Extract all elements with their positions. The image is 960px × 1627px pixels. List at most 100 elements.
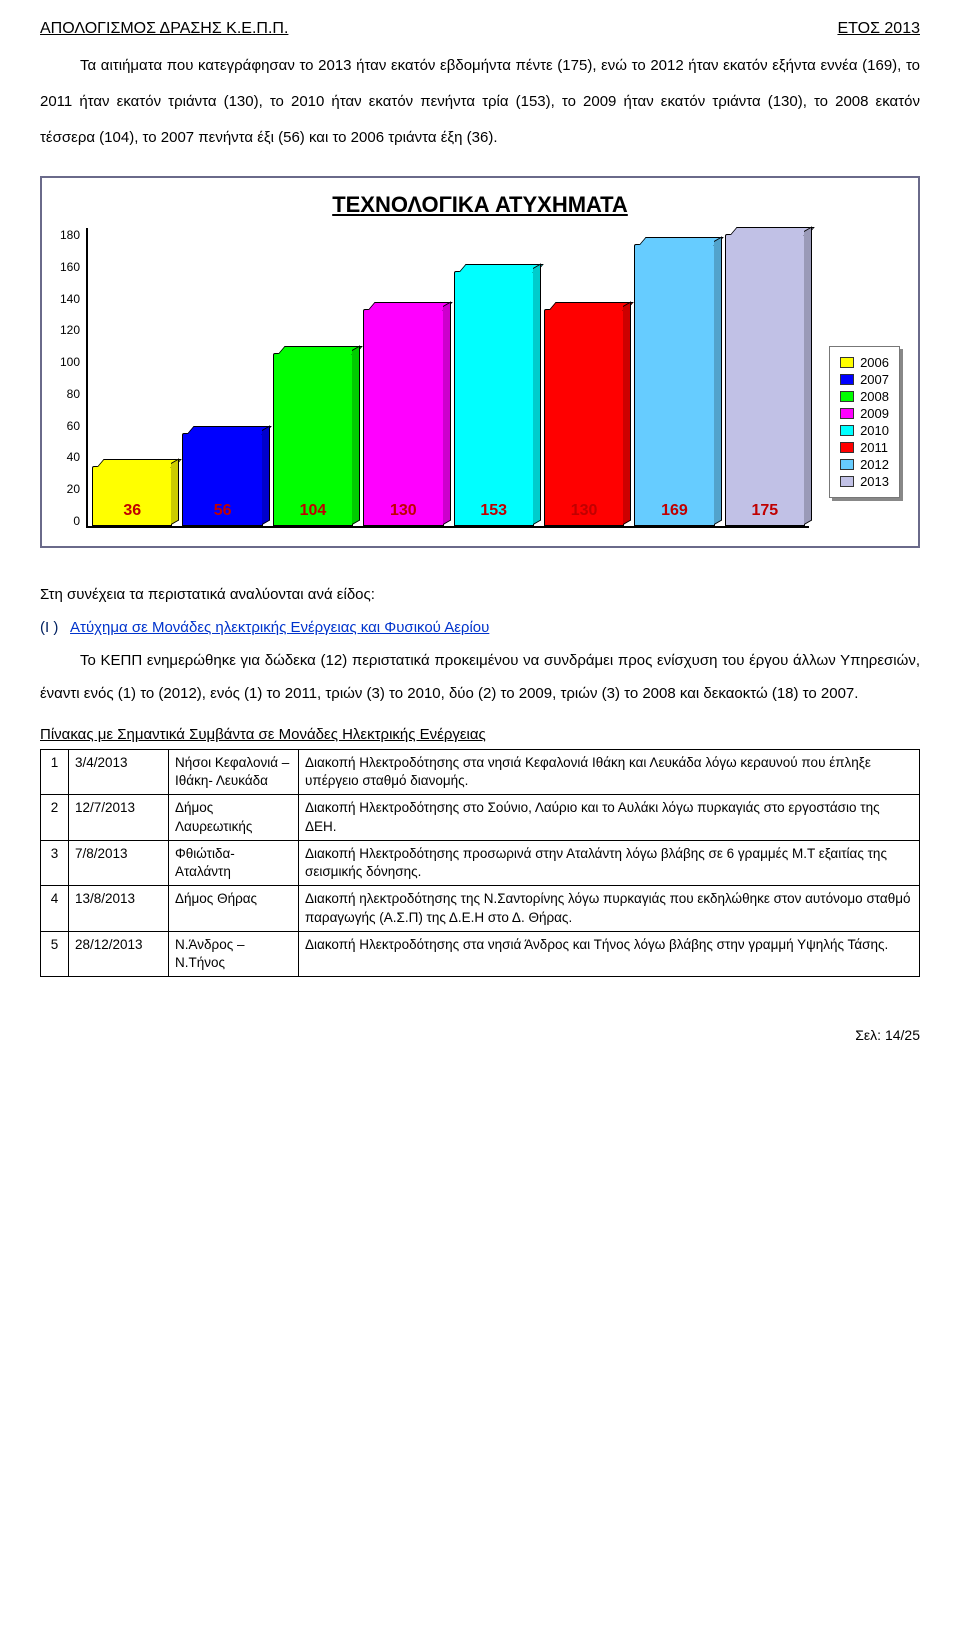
row-index: 4 — [41, 886, 69, 931]
legend-label: 2008 — [860, 389, 889, 404]
legend-swatch — [840, 408, 854, 419]
bar-column: 130 — [363, 309, 443, 526]
row-index: 3 — [41, 840, 69, 885]
row-description: Διακοπή Ηλεκτροδότησης στο Σούνιο, Λαύρι… — [299, 795, 920, 840]
legend-swatch — [840, 476, 854, 487]
legend-label: 2010 — [860, 423, 889, 438]
y-tick: 100 — [60, 355, 80, 369]
y-tick: 120 — [60, 323, 80, 337]
page-header: ΑΠΟΛΟΓΙΣΜΟΣ ΔΡΑΣΗΣ Κ.Ε.Π.Π. ΕΤΟΣ 2013 — [40, 20, 920, 38]
row-index: 2 — [41, 795, 69, 840]
y-tick: 140 — [60, 292, 80, 306]
page-footer: Σελ: 14/25 — [40, 1027, 920, 1043]
bar-column: 130 — [544, 309, 624, 526]
legend-label: 2012 — [860, 457, 889, 472]
legend-label: 2013 — [860, 474, 889, 489]
row-date: 7/8/2013 — [69, 840, 169, 885]
roman-marker: (Ι ) — [40, 619, 58, 636]
legend-swatch — [840, 459, 854, 470]
legend-swatch — [840, 442, 854, 453]
bar-value-label: 175 — [725, 502, 805, 520]
chart-title: ΤΕΧΝΟΛΟΓΙΚΑ ΑΤΥΧΗΜΑΤΑ — [60, 192, 900, 218]
bar-value-label: 130 — [544, 502, 624, 520]
bar — [634, 244, 714, 526]
bar — [273, 353, 353, 526]
bar-column: 169 — [634, 244, 714, 526]
bar-column: 56 — [182, 433, 262, 526]
row-location: Νήσοι Κεφαλονιά – Ιθάκη- Λευκάδα — [169, 750, 299, 795]
y-axis: 180 160 140 120 100 80 60 40 20 0 — [60, 228, 86, 528]
legend-item: 2012 — [840, 457, 889, 472]
row-description: Διακοπή Ηλεκτροδότησης στα νησιά Κεφαλον… — [299, 750, 920, 795]
y-tick: 0 — [73, 514, 80, 528]
bar-column: 36 — [92, 466, 172, 526]
bar — [725, 234, 805, 526]
row-location: Φθιώτιδα- Αταλάντη — [169, 840, 299, 885]
bar-column: 104 — [273, 353, 353, 526]
events-table: 13/4/2013Νήσοι Κεφαλονιά – Ιθάκη- Λευκάδ… — [40, 749, 920, 977]
y-tick: 180 — [60, 228, 80, 242]
legend-item: 2006 — [840, 355, 889, 370]
legend-item: 2011 — [840, 440, 889, 455]
bar-value-label: 56 — [182, 502, 262, 520]
y-tick: 160 — [60, 260, 80, 274]
y-tick: 40 — [67, 450, 80, 464]
legend-item: 2007 — [840, 372, 889, 387]
legend: 2006 2007 2008 2009 2010 2011 2012 2013 — [829, 346, 900, 498]
row-description: Διακοπή ηλεκτροδότησης της Ν.Σαντορίνης … — [299, 886, 920, 931]
chart-container: ΤΕΧΝΟΛΟΓΙΚΑ ΑΤΥΧΗΜΑΤΑ 180 160 140 120 100 80 6… — [40, 176, 920, 548]
bar — [363, 309, 443, 526]
y-tick: 60 — [67, 419, 80, 433]
legend-label: 2007 — [860, 372, 889, 387]
table-row: 13/4/2013Νήσοι Κεφαλονιά – Ιθάκη- Λευκάδ… — [41, 750, 920, 795]
row-date: 13/8/2013 — [69, 886, 169, 931]
table-row: 212/7/2013Δήμος ΛαυρεωτικήςΔιακοπή Ηλεκτ… — [41, 795, 920, 840]
bar — [544, 309, 624, 526]
legend-swatch — [840, 391, 854, 402]
legend-item: 2010 — [840, 423, 889, 438]
table-row: 528/12/2013Ν.Άνδρος – Ν.ΤήνοςΔιακοπή Ηλε… — [41, 931, 920, 976]
legend-item: 2008 — [840, 389, 889, 404]
legend-label: 2006 — [860, 355, 889, 370]
row-date: 12/7/2013 — [69, 795, 169, 840]
bar-column: 153 — [454, 271, 534, 526]
bar-value-label: 130 — [363, 502, 443, 520]
header-right: ΕΤΟΣ 2013 — [837, 20, 920, 38]
table-row: 37/8/2013Φθιώτιδα- ΑταλάντηΔιακοπή Ηλεκτ… — [41, 840, 920, 885]
y-tick: 80 — [67, 387, 80, 401]
legend-item: 2013 — [840, 474, 889, 489]
row-date: 3/4/2013 — [69, 750, 169, 795]
row-location: Δήμος Θήρας — [169, 886, 299, 931]
legend-swatch — [840, 425, 854, 436]
bar-value-label: 153 — [454, 502, 534, 520]
legend-box: 2006 2007 2008 2009 2010 2011 2012 2013 — [829, 346, 900, 498]
after-chart-text: Στη συνέχεια τα περιστατικά αναλύονται α… — [40, 578, 920, 710]
y-tick: 20 — [67, 482, 80, 496]
bar-value-label: 104 — [273, 502, 353, 520]
table-heading: Πίνακας με Σημαντικά Συμβάντα σε Μονάδες… — [40, 726, 920, 743]
row-index: 5 — [41, 931, 69, 976]
classification-intro: Στη συνέχεια τα περιστατικά αναλύονται α… — [40, 578, 920, 611]
plot-wrap: 180 160 140 120 100 80 60 40 20 0 36 56 104 130 153 13… — [60, 228, 809, 528]
table-row: 413/8/2013Δήμος ΘήραςΔιακοπή ηλεκτροδότη… — [41, 886, 920, 931]
bar — [454, 271, 534, 526]
category-link: Ατύχημα σε Μονάδες ηλεκτρικής Ενέργειας … — [70, 619, 489, 636]
legend-swatch — [840, 374, 854, 385]
chart-area: 180 160 140 120 100 80 60 40 20 0 36 56 104 130 153 13… — [60, 228, 900, 528]
category-paragraph: Το ΚΕΠΠ ενημερώθηκε για δώδεκα (12) περι… — [40, 644, 920, 710]
row-location: Δήμος Λαυρεωτικής — [169, 795, 299, 840]
intro-paragraph: Τα αιτιήματα που κατεγράφησαν το 2013 ήτ… — [40, 48, 920, 156]
bar-value-label: 36 — [92, 502, 172, 520]
row-description: Διακοπή Ηλεκτροδότησης στα νησιά Άνδρος … — [299, 931, 920, 976]
row-date: 28/12/2013 — [69, 931, 169, 976]
row-location: Ν.Άνδρος – Ν.Τήνος — [169, 931, 299, 976]
row-index: 1 — [41, 750, 69, 795]
row-description: Διακοπή Ηλεκτροδότησης προσωρινά στην Ατ… — [299, 840, 920, 885]
bar-plot: 36 56 104 130 153 130 169 175 — [86, 228, 809, 528]
legend-item: 2009 — [840, 406, 889, 421]
bar-column: 175 — [725, 234, 805, 526]
bar-value-label: 169 — [634, 502, 714, 520]
legend-label: 2009 — [860, 406, 889, 421]
header-left: ΑΠΟΛΟΓΙΣΜΟΣ ΔΡΑΣΗΣ Κ.Ε.Π.Π. — [40, 20, 288, 38]
legend-label: 2011 — [860, 440, 888, 455]
